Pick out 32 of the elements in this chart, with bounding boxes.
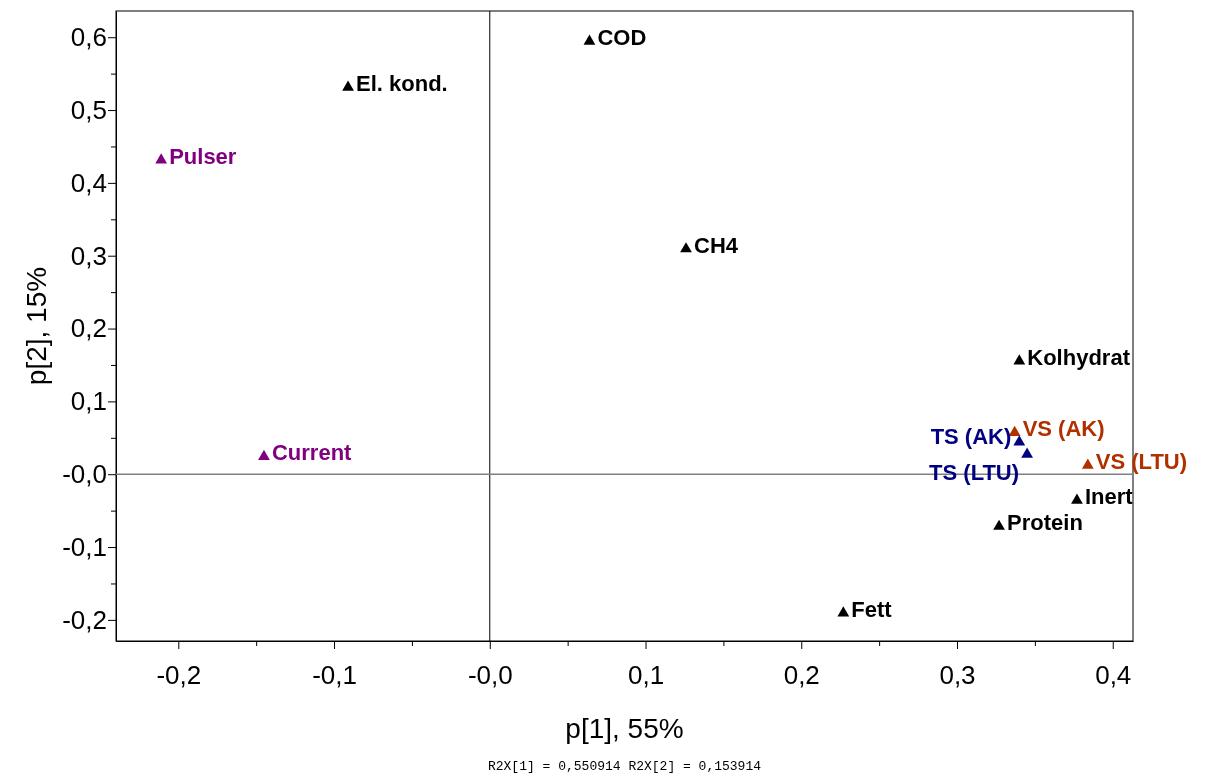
series-label: VS (LTU) [1095,449,1188,475]
series-label: TS (AK) [930,423,1012,449]
y-tick-label: 0,5 [70,94,107,125]
y-tick-label: -0,2 [62,604,107,635]
x-tick-label: -0,2 [156,659,202,690]
y-tick-label: 0,4 [70,167,107,198]
x-tick-label: -0,0 [467,659,513,690]
x-tick-label: 0,2 [783,659,820,690]
y-tick-label: 0,3 [70,240,107,271]
x-tick-label: 0,3 [939,659,976,690]
y-axis-title: p[2], 15% [21,266,52,386]
series-label: Pulser [169,143,237,169]
series-label: Current [271,440,353,466]
series-label: CH4 [694,232,739,258]
text: R2X[1] = 0,550914 R2X[2] = 0,153914 [487,759,762,774]
series-label: TS (LTU) [929,460,1020,486]
series-label: COD [597,25,647,51]
series-label: El. kond. [356,71,448,97]
series-label: Protein [1007,510,1083,536]
y-tick-label: 0,2 [70,313,107,344]
series-label: Inert [1084,484,1134,510]
x-tick-label: 0,4 [1095,659,1132,690]
series-label: Fett [851,596,893,622]
y-tick-label: -0,0 [62,459,107,490]
y-tick-label: 0,6 [70,22,107,53]
x-tick-label: 0,1 [627,659,665,690]
x-tick-label: -0,1 [312,659,357,690]
y-tick-label: -0,1 [62,531,107,562]
y-tick-label: 0,1 [70,386,107,417]
series-label: VS (AK) [1022,416,1105,442]
series-label: Kolhydrat [1027,344,1131,370]
x-axis-title: p[1], 55% [565,713,684,744]
